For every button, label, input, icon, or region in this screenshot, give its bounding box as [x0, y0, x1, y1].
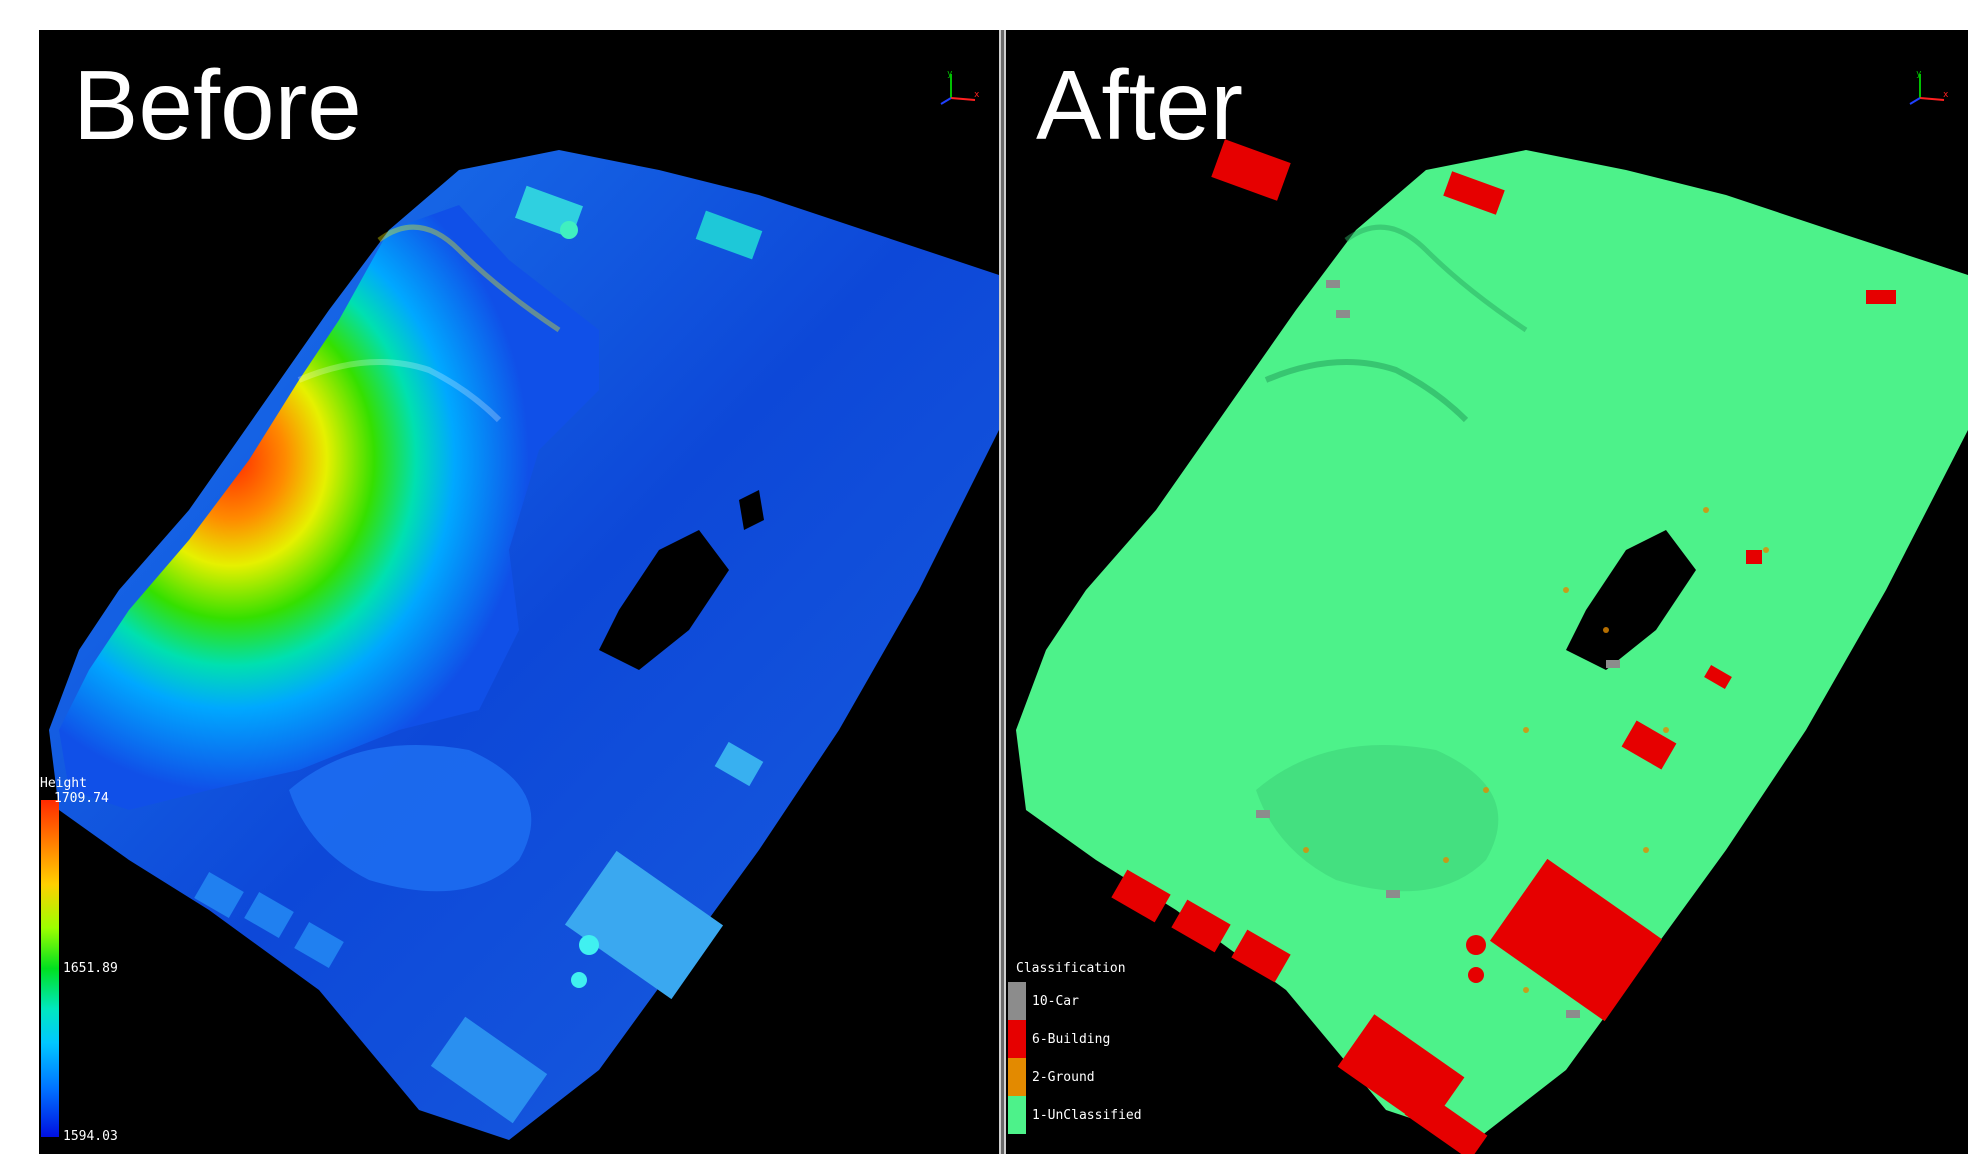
axis-label-x: x: [974, 90, 980, 100]
axis-triad-icon: y x: [1909, 69, 1949, 105]
before-viewport[interactable]: Before y x Height 1709.74 1651.89 1594.0…: [39, 30, 999, 1154]
before-title: Before: [73, 50, 362, 160]
class-swatch-unclassified: [1008, 1096, 1026, 1134]
hill-region: [59, 205, 599, 810]
classified-point-cloud: [1016, 139, 1968, 1154]
ground-footprint: [1016, 150, 1968, 1140]
height-max-label: 1709.74: [54, 791, 109, 806]
after-viewport[interactable]: After y x Classification 10-Car 6-Buildi…: [1006, 30, 1968, 1154]
axis-label-x: x: [1943, 90, 1949, 100]
class-swatch-ground: [1008, 1058, 1026, 1096]
class-swatch-car: [1008, 982, 1026, 1020]
axis-label-y: y: [1916, 69, 1922, 79]
axis-triad-icon: y x: [940, 69, 980, 105]
class-label-car: 10-Car: [1032, 994, 1079, 1009]
height-legend-title: Height: [40, 776, 87, 791]
class-swatch-building: [1008, 1020, 1026, 1058]
panel-splitter[interactable]: [999, 30, 1006, 1154]
terrain-footprint: [49, 150, 999, 1140]
height-legend: Height 1709.74 1651.89 1594.03: [39, 30, 239, 1154]
classification-legend-title: Classification: [1016, 961, 1126, 976]
class-label-ground: 2-Ground: [1032, 1070, 1095, 1085]
after-title: After: [1036, 50, 1243, 160]
axis-label-y: y: [947, 69, 953, 79]
class-label-unclassified: 1-UnClassified: [1032, 1108, 1142, 1123]
height-min-label: 1594.03: [63, 1129, 118, 1144]
class-label-building: 6-Building: [1032, 1032, 1111, 1047]
height-color-ramp: [41, 800, 59, 1137]
classification-legend: Classification 10-Car 6-Building 2-Groun…: [1006, 30, 1266, 1154]
height-mid-label: 1651.89: [63, 961, 118, 976]
height-colored-point-cloud: [49, 150, 999, 1140]
